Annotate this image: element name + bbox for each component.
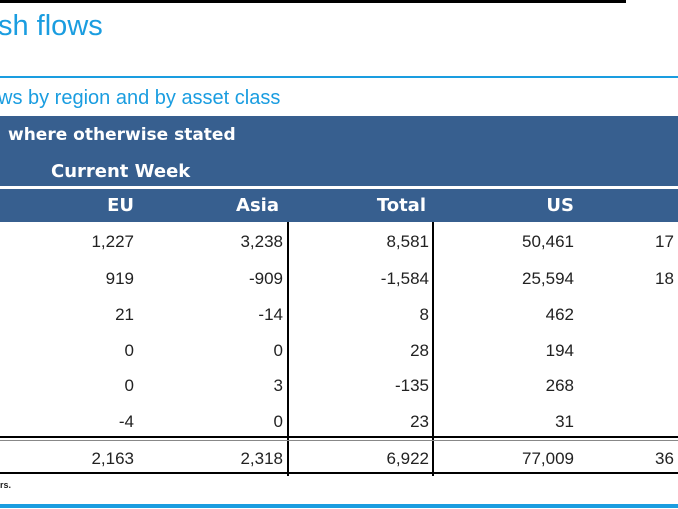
table-cell-us: 268 [545, 376, 574, 395]
table-cell-asia: 3 [273, 376, 283, 395]
table-cell-asia: 0 [273, 341, 283, 360]
table-cell-total: 8,581 [386, 232, 429, 251]
top-rule [0, 0, 626, 3]
section-title: sh flows [0, 10, 103, 42]
column-header-band [0, 189, 678, 222]
table-cell-next-column: 17 [655, 232, 674, 251]
title-rule [0, 76, 678, 78]
total-cell-asia: 2,318 [240, 449, 283, 468]
table-cell-total: 28 [410, 341, 429, 360]
table-cell-total: -135 [394, 376, 429, 395]
total-rule [0, 436, 678, 438]
total-rule-double [0, 440, 678, 441]
period-label: Current Week [51, 161, 191, 182]
column-header-total: Total [376, 195, 426, 216]
table-cell-eu: 919 [105, 269, 134, 288]
units-note: where otherwise stated [8, 125, 236, 145]
table-cell-total: -1,584 [380, 269, 429, 288]
table-cell-asia: -14 [258, 305, 283, 324]
table-caption: ws by region and by asset class [0, 87, 281, 109]
total-cell-eu: 2,163 [91, 449, 134, 468]
table-cell-total: 23 [410, 412, 429, 431]
table-cell-eu: 0 [124, 341, 134, 360]
bottom-rule [0, 504, 678, 508]
table-cell-us: 31 [555, 412, 574, 431]
column-header-eu: EU [107, 195, 134, 216]
column-header-us: US [546, 195, 574, 216]
footnote: rs. [0, 480, 12, 490]
table-cell-eu: 21 [115, 305, 134, 324]
table-cell-asia: 3,238 [240, 232, 283, 251]
table-cell-eu: -4 [118, 412, 134, 431]
table-cell-us: 462 [545, 305, 574, 324]
column-header-asia: Asia [236, 195, 279, 216]
total-cell-us: 77,009 [522, 449, 574, 468]
table-cell-asia: 0 [273, 412, 283, 431]
table-cell-eu: 1,227 [91, 232, 134, 251]
total-cell-next-column: 36 [655, 449, 674, 468]
table-cell-us: 25,594 [522, 269, 574, 288]
table-cell-us: 50,461 [522, 232, 574, 251]
column-divider [287, 222, 289, 476]
bottom-table-rule [0, 472, 678, 474]
total-cell-total: 6,922 [386, 449, 429, 468]
table-cell-next-column: 18 [655, 269, 674, 288]
table-cell-total: 8 [419, 305, 429, 324]
column-divider [432, 222, 434, 476]
table-header-band [0, 116, 678, 186]
table-cell-eu: 0 [124, 376, 134, 395]
table-cell-asia: -909 [248, 269, 283, 288]
table-cell-us: 194 [545, 341, 574, 360]
